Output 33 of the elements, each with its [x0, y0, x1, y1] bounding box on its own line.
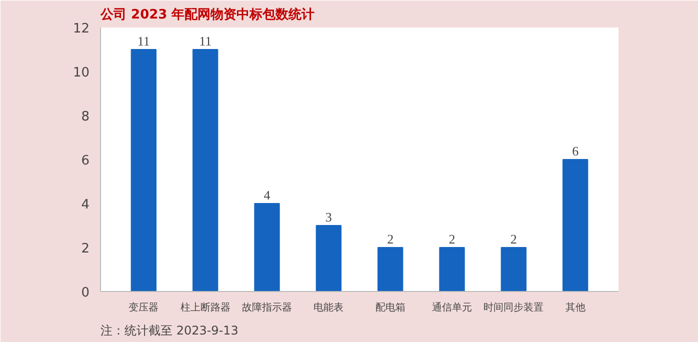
data-label: 2	[448, 232, 456, 246]
x-tick-label: 变压器	[128, 302, 159, 314]
data-label: 11	[137, 34, 150, 48]
x-tick-label: 电能表	[314, 302, 344, 314]
bar	[254, 203, 280, 292]
y-tick-label: 2	[81, 242, 90, 256]
x-tick-label: 配电箱	[375, 302, 406, 314]
x-tick-label: 柱上断路器	[180, 302, 230, 314]
data-label: 3	[325, 210, 332, 224]
y-tick-label: 10	[72, 66, 90, 80]
x-tick-label: 通信单元	[432, 302, 472, 314]
bar	[130, 49, 156, 292]
data-label: 4	[264, 188, 271, 202]
bar	[378, 247, 404, 292]
y-tick-label: 4	[81, 198, 90, 212]
x-tick-label: 时间同步装置	[484, 302, 544, 314]
bar	[562, 159, 588, 292]
bar	[500, 247, 526, 292]
x-tick-label: 其他	[565, 302, 586, 314]
bar	[192, 49, 218, 292]
x-tick-label: 故障指示器	[242, 302, 292, 314]
y-tick-label: 0	[81, 286, 90, 300]
data-label: 6	[572, 144, 580, 158]
y-tick-label: 12	[72, 22, 90, 36]
bar	[316, 225, 342, 292]
data-label: 2	[510, 232, 517, 246]
y-tick-label: 6	[81, 154, 90, 168]
text: 注：统计截至 2023-9-13	[100, 324, 238, 338]
data-label: 11	[199, 34, 212, 48]
y-tick-label: 8	[81, 110, 90, 124]
data-label: 2	[387, 232, 394, 246]
chart-title: 公司 2023 年配网物资中标包数统计	[100, 6, 315, 22]
bar	[439, 247, 465, 292]
